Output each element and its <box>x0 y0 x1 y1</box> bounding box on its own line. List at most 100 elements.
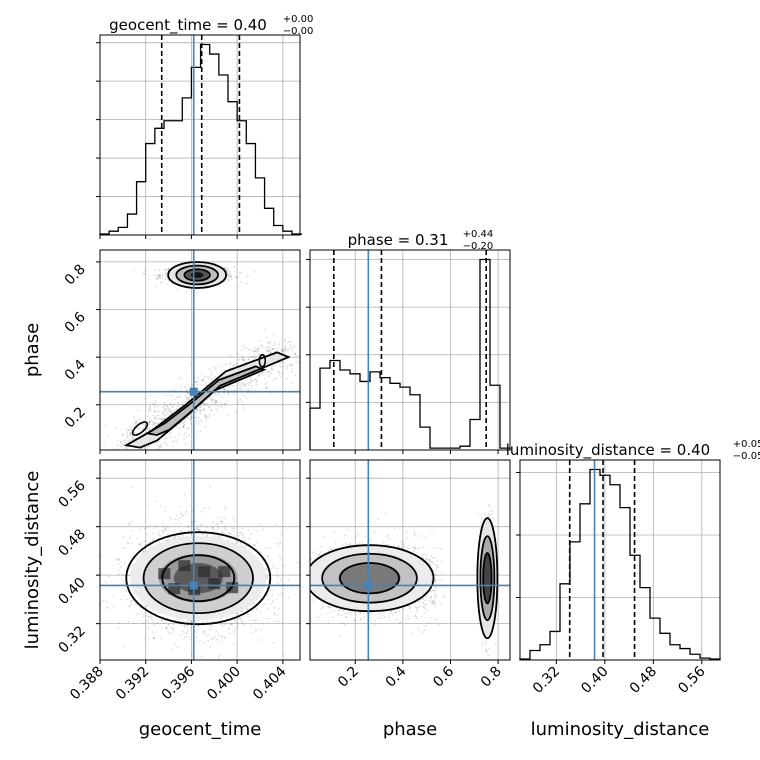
sample-point <box>156 500 158 502</box>
sample-point <box>226 267 228 270</box>
sample-point <box>417 547 420 550</box>
sample-point <box>333 609 335 612</box>
sample-point <box>265 386 268 389</box>
sample-point <box>214 403 216 406</box>
sample-point <box>186 629 189 632</box>
sample-point <box>228 275 230 278</box>
sample-point <box>124 589 127 592</box>
sample-point <box>122 457 124 459</box>
sample-point <box>221 635 224 638</box>
sample-point <box>143 539 146 542</box>
sample-point <box>194 631 197 633</box>
sample-point <box>166 405 169 408</box>
sample-point <box>429 590 432 593</box>
sample-point <box>186 398 189 401</box>
sample-point <box>183 400 186 403</box>
sample-point <box>269 351 272 353</box>
sample-point <box>272 564 275 567</box>
sample-point <box>190 520 193 523</box>
sample-point <box>151 539 154 542</box>
density-cell <box>178 560 191 572</box>
sample-point <box>290 588 293 590</box>
sample-point <box>165 627 168 630</box>
sample-point <box>195 412 198 415</box>
sample-point <box>249 376 252 379</box>
sample-point <box>129 431 131 434</box>
density-cell <box>198 566 211 578</box>
sample-point <box>155 278 158 281</box>
sample-point <box>240 400 243 403</box>
sample-point <box>155 274 158 277</box>
sample-point <box>224 402 227 405</box>
sample-point <box>179 516 182 519</box>
sample-point <box>219 520 222 522</box>
sample-point <box>256 376 259 379</box>
sample-point <box>161 529 164 532</box>
sample-point <box>143 527 146 530</box>
sample-point <box>207 639 210 642</box>
sample-point <box>244 383 246 386</box>
sample-point <box>265 370 268 373</box>
sample-point <box>152 637 155 640</box>
sample-point <box>185 389 188 392</box>
sample-point <box>284 347 287 350</box>
sample-point <box>159 282 162 284</box>
sample-point <box>200 404 202 407</box>
sample-point <box>165 282 168 285</box>
sample-point <box>224 389 226 392</box>
sample-point <box>225 269 228 272</box>
sample-point <box>182 424 185 427</box>
sample-point <box>223 387 226 390</box>
sample-point <box>423 606 426 609</box>
sample-point <box>182 514 185 517</box>
sample-point <box>177 518 180 521</box>
sample-point <box>177 401 179 404</box>
sample-point <box>196 383 199 386</box>
sample-point <box>164 404 166 406</box>
sample-point <box>181 404 184 406</box>
density-cell <box>218 566 231 578</box>
sample-point <box>183 636 186 638</box>
sample-point <box>214 634 217 637</box>
sample-point <box>169 410 172 413</box>
sample-point <box>163 529 166 532</box>
sample-point <box>210 409 213 412</box>
sample-point <box>170 403 172 406</box>
sample-point <box>233 534 236 537</box>
sample-point <box>209 626 212 629</box>
sample-point <box>174 436 177 439</box>
sample-point <box>289 341 292 344</box>
sample-point <box>428 547 431 550</box>
sample-point <box>169 436 171 438</box>
sample-point <box>158 533 161 536</box>
sample-point <box>189 422 192 425</box>
sample-point <box>125 439 127 442</box>
sample-point <box>202 641 205 644</box>
sample-point <box>166 525 169 528</box>
sample-point <box>214 368 217 371</box>
sample-point <box>125 598 128 601</box>
sample-point <box>369 538 372 541</box>
sample-point <box>134 451 136 453</box>
sample-point <box>135 420 138 423</box>
sample-point <box>420 535 423 538</box>
sample-point <box>204 381 207 384</box>
sample-point <box>162 615 165 618</box>
sample-point <box>128 537 131 540</box>
sample-point <box>180 512 183 515</box>
sample-point <box>273 606 276 609</box>
sample-point <box>264 354 267 357</box>
sample-point <box>201 373 204 376</box>
sample-point <box>209 375 212 377</box>
sample-point <box>265 386 268 389</box>
sample-point <box>237 625 240 628</box>
sample-point <box>154 410 157 413</box>
sample-point <box>122 580 125 582</box>
sample-point <box>269 602 272 605</box>
sample-point <box>208 381 211 384</box>
sample-point <box>173 619 176 621</box>
sample-point <box>133 463 135 465</box>
sample-point <box>189 418 192 421</box>
sample-point <box>127 620 130 623</box>
density-cell <box>208 578 221 590</box>
